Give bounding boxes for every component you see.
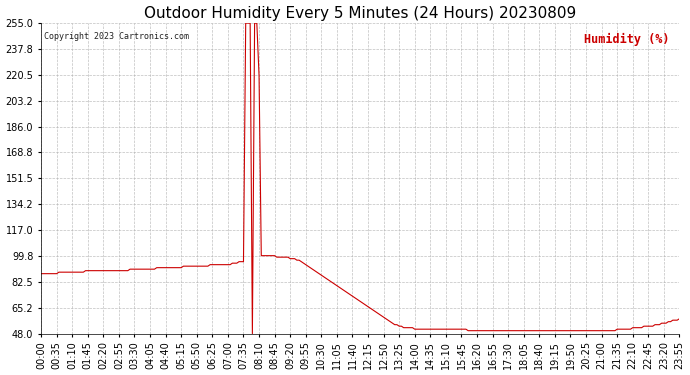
Title: Outdoor Humidity Every 5 Minutes (24 Hours) 20230809: Outdoor Humidity Every 5 Minutes (24 Hou…	[144, 6, 576, 21]
Text: Copyright 2023 Cartronics.com: Copyright 2023 Cartronics.com	[44, 32, 189, 41]
Text: Humidity (%): Humidity (%)	[584, 32, 670, 45]
